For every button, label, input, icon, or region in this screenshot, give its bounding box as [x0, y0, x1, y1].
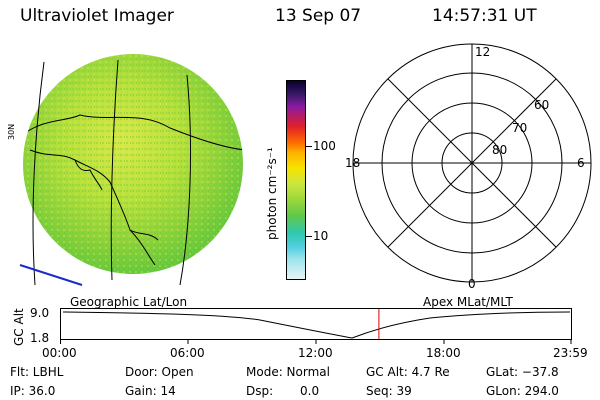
lat-label-60: 60: [534, 98, 549, 112]
lat-label-70: 70: [512, 121, 527, 135]
meridian-line: [32, 61, 45, 286]
meridian-line: [110, 59, 119, 281]
coastline: [29, 149, 156, 266]
colorbar-tick-100: 100: [313, 139, 336, 153]
colorbar-tick-10: 10: [313, 229, 329, 243]
gc-alt-status: GC Alt: 4.7 Re: [366, 365, 450, 379]
timeline-plot: [60, 308, 572, 344]
timeline-xtick-0000: 00:00: [42, 346, 77, 360]
timeline-right-caption: Apex MLat/MLT: [423, 295, 513, 309]
dsp-label: Dsp:: [246, 384, 274, 398]
mlt-label-18: 18: [345, 156, 360, 170]
timeline-xtick-1800: 18:00: [426, 346, 461, 360]
coastline: [74, 159, 103, 191]
uv-image-panel: 30N: [7, 54, 243, 286]
polar-axis: [387, 78, 557, 248]
ip-status: IP: 36.0: [10, 384, 56, 398]
gain-status: Gain: 14: [125, 384, 176, 398]
timeline-ytick-bottom: 1.8: [30, 331, 50, 345]
polar-plot: 12 18 6 0 60 70 80: [345, 43, 592, 290]
seq-status: Seq: 39: [366, 384, 412, 398]
timeline-left-caption: Geographic Lat/Lon: [70, 295, 188, 309]
mlt-label-6: 6: [577, 156, 585, 170]
timeline-xtick-0600: 06:00: [170, 346, 205, 360]
instrument-title: Ultraviolet Imager: [20, 6, 174, 26]
limb-line: [19, 264, 83, 286]
mlt-label-12: 12: [475, 45, 490, 59]
dsp-value: 0.0: [300, 384, 320, 398]
gc-alt-curve: [62, 311, 571, 339]
colorbar-tick: [306, 146, 312, 147]
filter-status: Flt: LBHL: [10, 365, 64, 379]
colorbar: [286, 80, 306, 280]
glat-status: GLat: −37.8: [486, 365, 559, 379]
colorbar-label: photon cm⁻²s⁻¹: [265, 147, 279, 240]
timeline-xtick-1200: 12:00: [298, 346, 333, 360]
timeline-axis-title: GC Alt: [12, 308, 26, 346]
lat-label-80: 80: [492, 143, 507, 157]
door-status: Door: Open: [125, 365, 194, 379]
coastline: [129, 229, 159, 241]
colorbar-tick: [306, 236, 312, 237]
meridian-line: [179, 74, 192, 286]
mode-status: Mode: Normal: [246, 365, 330, 379]
coastline: [23, 114, 243, 151]
glon-status: GLon: 294.0: [486, 384, 559, 398]
time-label: 14:57:31 UT: [432, 6, 537, 26]
mlt-label-0: 0: [468, 277, 476, 290]
lat-grid-label: 30N: [7, 124, 16, 140]
timeline-ytick-top: 9.0: [30, 306, 50, 320]
earth-disk: 30N: [7, 54, 243, 286]
timeline-xtick-2359: 23:59: [553, 346, 588, 360]
date-label: 13 Sep 07: [275, 6, 362, 26]
